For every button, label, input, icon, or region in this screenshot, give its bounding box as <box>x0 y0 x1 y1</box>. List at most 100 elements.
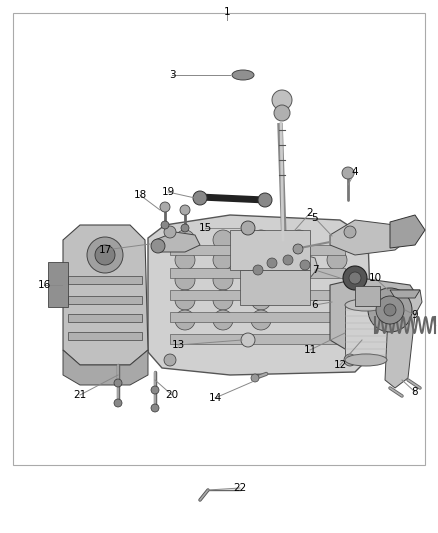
Circle shape <box>175 230 195 250</box>
Circle shape <box>241 221 255 235</box>
Text: 10: 10 <box>368 273 381 283</box>
Bar <box>170 268 345 278</box>
Text: 18: 18 <box>134 190 147 200</box>
Polygon shape <box>248 252 318 282</box>
Text: 14: 14 <box>208 393 222 403</box>
Circle shape <box>213 290 233 310</box>
Circle shape <box>213 270 233 290</box>
Text: 19: 19 <box>161 187 175 197</box>
Circle shape <box>258 193 272 207</box>
Circle shape <box>213 230 233 250</box>
Circle shape <box>175 270 195 290</box>
Text: 22: 22 <box>233 483 247 493</box>
Polygon shape <box>63 350 148 385</box>
Bar <box>68 296 142 304</box>
Text: 8: 8 <box>412 387 418 397</box>
Circle shape <box>164 226 176 238</box>
Text: 15: 15 <box>198 223 212 233</box>
Circle shape <box>283 255 293 265</box>
Polygon shape <box>330 278 420 355</box>
Circle shape <box>251 270 271 290</box>
Circle shape <box>164 354 176 366</box>
Circle shape <box>251 290 271 310</box>
Polygon shape <box>148 215 372 375</box>
Bar <box>170 312 345 322</box>
Polygon shape <box>390 215 425 248</box>
Bar <box>345 305 387 360</box>
Circle shape <box>95 245 115 265</box>
Text: 9: 9 <box>412 310 418 320</box>
Circle shape <box>267 258 277 268</box>
Circle shape <box>349 272 361 284</box>
Text: 3: 3 <box>169 70 175 80</box>
Circle shape <box>251 250 271 270</box>
Circle shape <box>343 266 367 290</box>
Circle shape <box>376 296 404 324</box>
Text: 2: 2 <box>307 208 313 218</box>
Bar <box>68 314 142 322</box>
Text: 17: 17 <box>99 245 112 255</box>
Circle shape <box>344 226 356 238</box>
Circle shape <box>180 205 190 215</box>
Bar <box>48 262 68 307</box>
Circle shape <box>289 230 309 250</box>
Bar <box>170 290 345 300</box>
Circle shape <box>300 260 310 270</box>
Text: 7: 7 <box>312 265 318 275</box>
Bar <box>230 230 310 270</box>
Circle shape <box>274 105 290 121</box>
Circle shape <box>151 239 165 253</box>
Circle shape <box>251 230 271 250</box>
Circle shape <box>160 202 170 212</box>
Text: 13: 13 <box>171 340 185 350</box>
Ellipse shape <box>345 299 387 311</box>
Circle shape <box>253 265 263 275</box>
Circle shape <box>175 290 195 310</box>
Polygon shape <box>63 225 148 365</box>
Circle shape <box>272 90 292 110</box>
Circle shape <box>213 250 233 270</box>
Text: 16: 16 <box>37 280 51 290</box>
Bar <box>355 286 380 306</box>
Polygon shape <box>390 290 420 298</box>
Circle shape <box>342 167 354 179</box>
Circle shape <box>175 250 195 270</box>
Circle shape <box>151 404 159 412</box>
Bar <box>170 334 345 344</box>
Circle shape <box>151 386 159 394</box>
Circle shape <box>241 333 255 347</box>
Circle shape <box>289 250 309 270</box>
Text: 21: 21 <box>74 390 87 400</box>
Circle shape <box>327 250 347 270</box>
Text: 6: 6 <box>312 300 318 310</box>
Circle shape <box>293 244 303 254</box>
Text: 20: 20 <box>166 390 179 400</box>
Bar <box>13 13 425 465</box>
Circle shape <box>181 224 189 232</box>
Bar <box>170 245 345 255</box>
Circle shape <box>251 310 271 330</box>
Circle shape <box>114 399 122 407</box>
Circle shape <box>87 237 123 273</box>
Circle shape <box>175 310 195 330</box>
Circle shape <box>384 304 396 316</box>
Ellipse shape <box>232 70 254 80</box>
Circle shape <box>251 374 259 382</box>
Polygon shape <box>330 220 410 255</box>
Circle shape <box>161 221 169 229</box>
Text: 5: 5 <box>312 213 318 223</box>
Bar <box>68 332 142 340</box>
Text: 4: 4 <box>352 167 358 177</box>
Bar <box>240 270 310 305</box>
Circle shape <box>344 354 356 366</box>
Polygon shape <box>382 290 422 388</box>
Text: 11: 11 <box>304 345 317 355</box>
Circle shape <box>193 191 207 205</box>
Circle shape <box>213 310 233 330</box>
Ellipse shape <box>345 354 387 366</box>
Circle shape <box>114 379 122 387</box>
Polygon shape <box>155 232 200 252</box>
Circle shape <box>289 270 309 290</box>
Text: 1: 1 <box>224 7 230 17</box>
Circle shape <box>368 288 412 332</box>
